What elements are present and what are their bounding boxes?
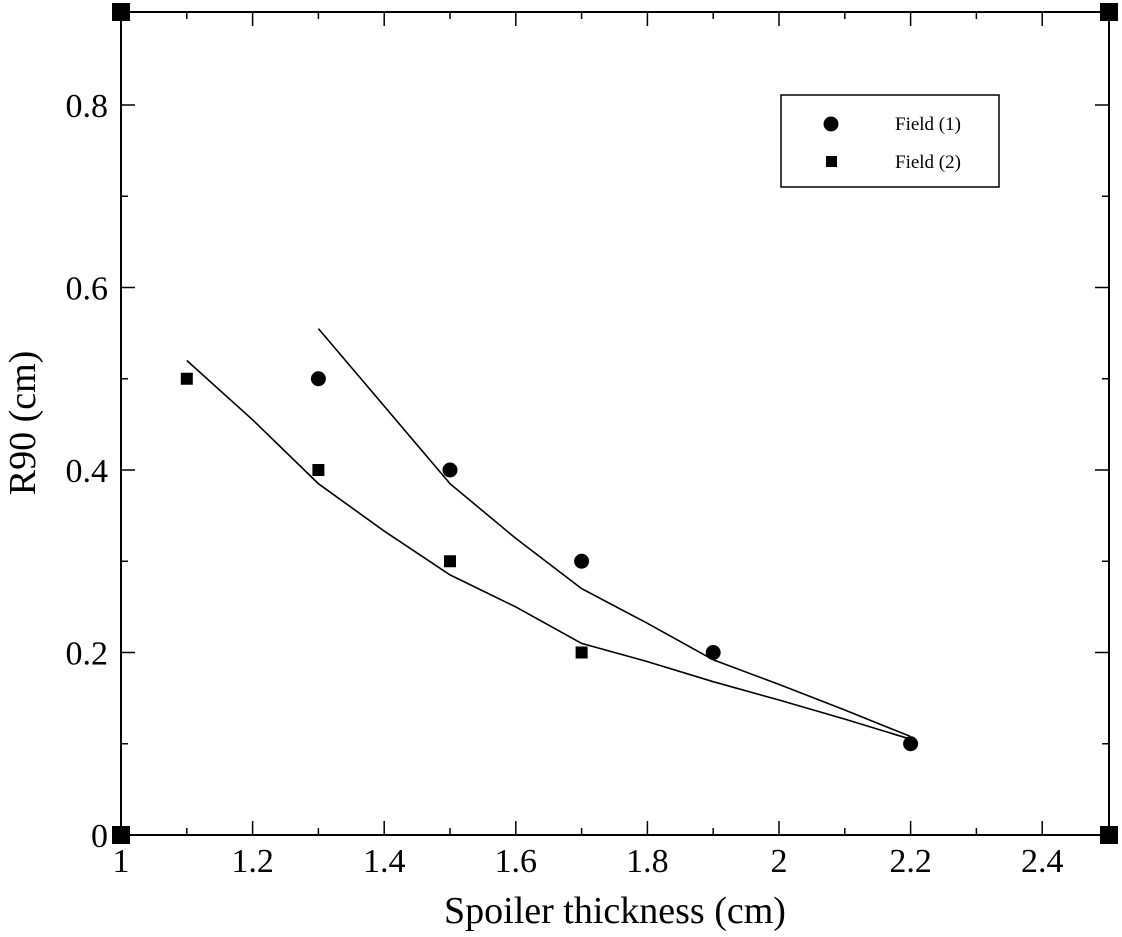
data-point-circle bbox=[574, 553, 590, 569]
x-tick-label: 2 bbox=[771, 843, 788, 880]
data-point-circle bbox=[442, 462, 458, 478]
frame-corner bbox=[112, 3, 130, 21]
axis-ticks bbox=[120, 12, 1109, 836]
data-point-circle bbox=[705, 645, 721, 660]
legend-label-field-1: Field (1) bbox=[895, 114, 961, 135]
frame-corners bbox=[112, 3, 1118, 844]
frame-corner bbox=[1100, 826, 1118, 844]
y-tick-label: 0.2 bbox=[66, 636, 109, 673]
legend-marker-field-1 bbox=[823, 116, 839, 132]
x-tick-label: 2.2 bbox=[889, 843, 932, 880]
x-axis-title: Spoiler thickness (cm) bbox=[444, 890, 786, 932]
x-tick-label: 2.4 bbox=[1021, 843, 1064, 880]
x-tick-label: 1.2 bbox=[231, 843, 274, 880]
data-point-square bbox=[444, 555, 456, 568]
y-tick-label: 0.8 bbox=[66, 88, 109, 125]
tick-labels: 1 1.2 1.4 1.6 1.8 2 2.2 2.4 0 0.2 0.4 0.6 0.8 bbox=[66, 88, 1064, 880]
data-point-circle bbox=[903, 736, 919, 752]
frame-corner bbox=[112, 826, 130, 844]
data-point-square bbox=[575, 646, 588, 659]
data-point-square bbox=[180, 372, 193, 385]
x-tick-label: 1 bbox=[113, 843, 130, 880]
x-tick-label: 1.8 bbox=[626, 843, 669, 880]
fit-lines bbox=[186, 328, 911, 740]
frame-corner bbox=[1100, 3, 1118, 21]
plot-frame bbox=[120, 11, 1110, 836]
fit-line-series-1 bbox=[317, 328, 911, 738]
x-tick-label: 1.4 bbox=[363, 843, 406, 880]
y-tick-label: 0 bbox=[91, 818, 108, 855]
legend-box bbox=[780, 94, 1000, 188]
legend-marker-field-2 bbox=[826, 156, 837, 167]
x-tick-label: 1.6 bbox=[495, 843, 538, 880]
legend: Field (1) Field (2) bbox=[780, 94, 1000, 188]
y-tick-label: 0.4 bbox=[66, 453, 109, 490]
fit-line-series-2 bbox=[186, 359, 911, 740]
y-axis-title: R90 (cm) bbox=[2, 351, 44, 496]
y-tick-label: 0.6 bbox=[66, 271, 109, 308]
data-points bbox=[180, 371, 919, 752]
data-point-square bbox=[312, 464, 325, 476]
data-point-circle bbox=[310, 371, 326, 387]
legend-label-field-2: Field (2) bbox=[895, 152, 961, 173]
